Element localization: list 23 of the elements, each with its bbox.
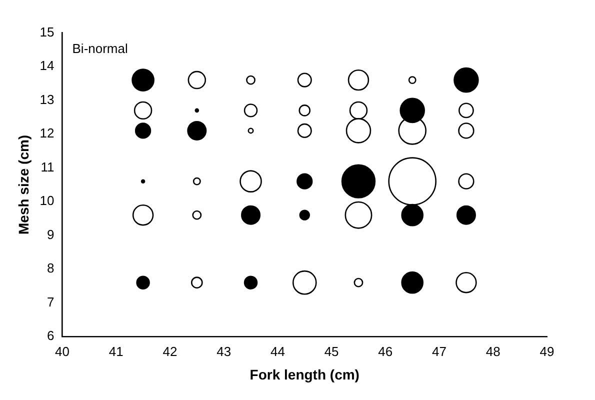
y-tick-label: 7 bbox=[47, 294, 54, 310]
annotation: Bi-normal bbox=[72, 40, 128, 56]
x-tick-label: 45 bbox=[324, 344, 339, 359]
y-tick-label: 6 bbox=[47, 328, 54, 344]
y-tick-label: 9 bbox=[47, 226, 54, 242]
x-tick-label: 43 bbox=[216, 344, 232, 359]
x-tick-label: 41 bbox=[108, 344, 124, 359]
x-tick-label: 44 bbox=[270, 344, 285, 359]
y-tick-label: 10 bbox=[40, 193, 54, 208]
x-tick-label: 46 bbox=[378, 344, 393, 359]
y-tick-label: 12 bbox=[40, 126, 54, 141]
x-tick-label: 48 bbox=[486, 344, 500, 359]
x-axis-title: Fork length (cm) bbox=[250, 366, 360, 382]
y-tick-label: 13 bbox=[40, 92, 54, 107]
y-tick-label: 14 bbox=[40, 58, 54, 74]
y-tick-label: 8 bbox=[47, 260, 54, 276]
y-tick-label: 11 bbox=[40, 159, 54, 174]
x-tick-label: 49 bbox=[540, 344, 554, 359]
y-tick-label: 15 bbox=[40, 24, 54, 40]
x-tick-label: 42 bbox=[162, 344, 178, 359]
x-tick-label: 47 bbox=[432, 344, 447, 359]
x-tick-label: 40 bbox=[55, 344, 70, 359]
y-axis-title: Mesh size (cm) bbox=[15, 134, 32, 234]
